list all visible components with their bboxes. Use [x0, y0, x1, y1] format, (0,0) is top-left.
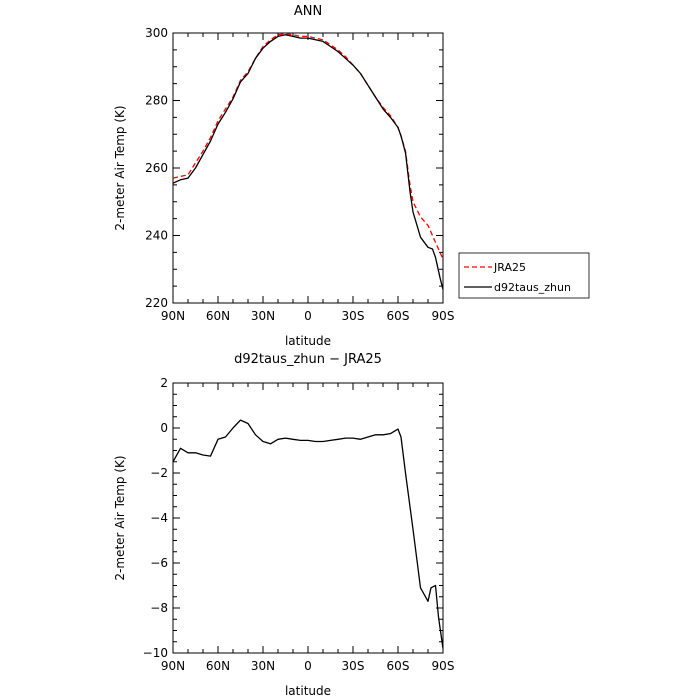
legend-label-jra25: JRA25 — [493, 261, 526, 274]
legend-box — [458, 252, 590, 299]
y-tick-label: 240 — [145, 229, 168, 243]
top-x-axis-label: latitude — [285, 334, 331, 348]
series-line-d92taus-zhun — [172, 34, 444, 290]
y-tick-label: 220 — [145, 296, 168, 310]
y-tick-label: −6 — [150, 556, 168, 570]
x-tick-label: 0 — [304, 659, 312, 673]
legend: JRA25 d92taus_zhun — [458, 252, 590, 299]
x-tick-label: 30N — [251, 659, 275, 673]
y-tick-label: 0 — [160, 421, 168, 435]
x-tick-label: 30N — [251, 309, 275, 323]
bottom-plot-area: 90N 60N 30N 0 30S 60S 90S −10 −8 −6 −4 −2 0 2 — [143, 376, 455, 673]
x-tick-label: 90S — [432, 659, 455, 673]
y-tick-label: −8 — [150, 601, 168, 615]
x-tick-label: 60S — [387, 659, 410, 673]
bottom-x-axis-label: latitude — [285, 684, 331, 698]
legend-label-d92taus-zhun: d92taus_zhun — [494, 281, 571, 294]
y-tick-label: 260 — [145, 161, 168, 175]
x-tick-label: 30S — [342, 309, 365, 323]
y-tick-label: 300 — [145, 26, 168, 40]
y-tick-label: −4 — [150, 511, 168, 525]
x-tick-label: 90S — [432, 309, 455, 323]
x-tick-label: 30S — [342, 659, 365, 673]
top-panel-title: ANN — [294, 4, 322, 19]
top-plot-area: 90N 60N 30N 0 30S 60S 90S 220 240 260 280 300 — [145, 26, 454, 323]
bottom-y-axis-label: 2-meter Air Temp (K) — [113, 455, 127, 580]
plot-frame — [172, 32, 444, 304]
y-tick-label: 280 — [145, 94, 168, 108]
y-tick-label: 2 — [160, 376, 168, 390]
x-tick-label: 60N — [206, 659, 230, 673]
x-tick-label: 60N — [206, 309, 230, 323]
x-tick-label: 90N — [161, 659, 185, 673]
plot-frame — [172, 382, 444, 654]
top-panel: ANN 90N 60N 30N 0 30S 60S 90S 220 240 260 280 300 l… — [113, 4, 454, 348]
top-y-axis-label: 2-meter Air Temp (K) — [113, 105, 127, 230]
y-tick-label: −2 — [150, 466, 168, 480]
bottom-panel-title: d92taus_zhun − JRA25 — [234, 352, 382, 367]
series-line-panel1-0 — [172, 419, 444, 649]
x-tick-label: 0 — [304, 309, 312, 323]
x-tick-label: 60S — [387, 309, 410, 323]
y-tick-label: −10 — [143, 646, 168, 660]
bottom-panel: d92taus_zhun − JRA25 90N 60N 30N 0 30S 60S 90S… — [113, 352, 454, 698]
x-tick-label: 90N — [161, 309, 185, 323]
series-line-jra25 — [172, 33, 444, 260]
